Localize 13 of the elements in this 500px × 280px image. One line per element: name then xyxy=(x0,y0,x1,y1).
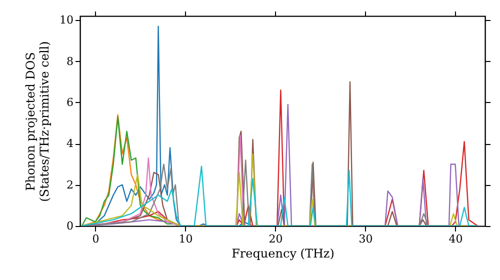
x-tick-label: 20 xyxy=(268,232,283,246)
x-axis-title: Frequency (THz) xyxy=(232,246,334,260)
y-axis-title: Phonon projected DOS (States/THz·primitive cell) xyxy=(24,41,52,202)
x-tick-label: 40 xyxy=(448,232,463,246)
y-tick-label: 10 xyxy=(60,14,74,27)
y-tick-label: 2 xyxy=(66,178,74,192)
y-tick-label: 6 xyxy=(66,96,74,109)
x-tick-label: 10 xyxy=(178,232,193,246)
y-tick-label: 8 xyxy=(66,54,74,68)
y-tick-label: 4 xyxy=(66,137,74,150)
x-tick-label: 0 xyxy=(92,232,100,246)
x-tick-label: 30 xyxy=(358,232,373,246)
y-tick-label: 0 xyxy=(66,220,74,232)
